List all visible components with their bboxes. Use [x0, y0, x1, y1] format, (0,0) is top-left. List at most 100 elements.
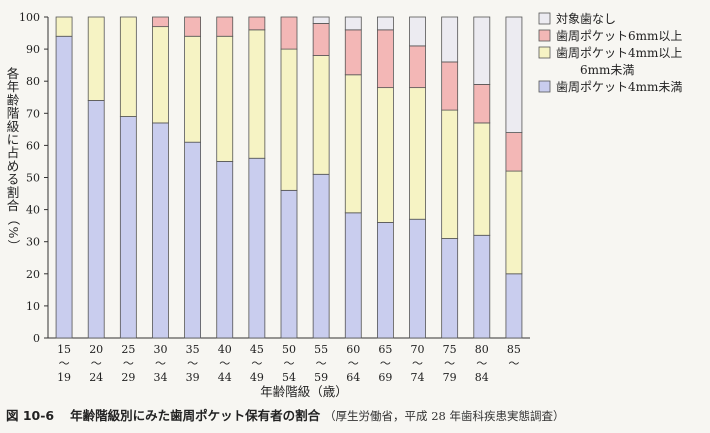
legend-label: 歯周ポケット4mm未満	[556, 80, 682, 94]
bar-segment	[441, 16, 459, 63]
bar-segment	[248, 29, 266, 159]
y-axis-label-char: （	[6, 213, 21, 226]
y-axis-label-char: 階	[7, 106, 20, 121]
y-tick-label: 0	[33, 332, 40, 345]
bar-segment	[376, 29, 394, 89]
x-tick-label: 69	[378, 371, 392, 384]
y-axis-label-char: る	[7, 172, 20, 187]
x-tick-label: 〜	[348, 357, 359, 370]
bar-segment	[409, 218, 426, 339]
y-tick-label: 50	[26, 172, 40, 185]
legend-label: 対象歯なし	[556, 12, 616, 26]
legend-swatch	[538, 46, 551, 59]
y-tick-label: 100	[19, 11, 40, 24]
bar-segment	[152, 122, 169, 339]
x-tick-label: 〜	[316, 357, 327, 370]
bar-segment	[248, 157, 266, 339]
bar-segment	[216, 16, 234, 37]
bar-segment	[184, 16, 202, 37]
bar-segment	[441, 61, 459, 111]
y-tick-label: 70	[26, 107, 40, 120]
x-tick-label: 79	[443, 371, 457, 384]
bar-segment	[216, 161, 234, 339]
y-axis-label-char: 級	[7, 119, 20, 134]
x-tick-label: 〜	[91, 357, 102, 370]
x-tick-label: 〜	[476, 357, 487, 370]
x-tick-label: 20	[89, 343, 103, 356]
bar-segment	[248, 16, 266, 31]
stacked-bar-chart: 0102030405060708090100各年齢階級に占める割合（%）15〜1…	[6, 11, 682, 399]
x-tick-label: 35	[186, 343, 200, 356]
x-tick-label: 49	[250, 371, 264, 384]
bar-segment	[280, 189, 298, 339]
x-tick-label: 〜	[251, 357, 262, 370]
legend-swatch	[538, 80, 551, 93]
legend-label: 歯周ポケット6mm以上	[556, 29, 682, 43]
bar-segment	[376, 222, 394, 339]
x-tick-label: 〜	[412, 357, 423, 370]
x-tick-label: 25	[121, 343, 135, 356]
y-tick-label: 10	[26, 300, 40, 313]
x-tick-label: 45	[250, 343, 264, 356]
bar-segment	[87, 16, 105, 101]
x-tick-label: 〜	[219, 357, 230, 370]
bar-segment	[505, 170, 523, 275]
x-tick-label: 〜	[508, 357, 519, 370]
y-axis-label-char: 割	[7, 185, 20, 200]
bar-segment	[312, 16, 330, 24]
bar-segment	[505, 132, 523, 172]
x-tick-label: 84	[475, 371, 489, 384]
x-tick-label: 65	[378, 343, 392, 356]
x-tick-label: 19	[57, 371, 71, 384]
bar-segment	[344, 74, 362, 214]
bar-segment	[376, 87, 394, 223]
figure-number: 図 10-6	[6, 408, 55, 423]
bar-segment	[152, 26, 169, 124]
bar-segment	[55, 35, 73, 339]
y-axis-label-char: 齢	[7, 92, 20, 107]
x-tick-label: 〜	[444, 357, 455, 370]
bar-segment	[119, 16, 137, 117]
x-tick-label: 54	[282, 371, 296, 384]
x-tick-label: 15	[57, 343, 71, 356]
x-tick-label: 30	[153, 343, 167, 356]
y-tick-label: 20	[26, 268, 40, 281]
bar-segment	[280, 48, 298, 191]
figure-caption: 図 10-6 年齢階級別にみた歯周ポケット保有者の割合 （厚生労働省，平成 28…	[6, 405, 706, 424]
legend-label: 歯周ポケット4mm以上	[556, 46, 682, 60]
x-tick-label: 75	[443, 343, 457, 356]
x-tick-label: 〜	[284, 357, 295, 370]
bar-segment	[184, 35, 202, 143]
x-tick-label: 34	[153, 371, 167, 384]
figure-source: （厚生労働省，平成 28 年歯科疾患実態調査）	[324, 409, 565, 423]
legend-swatch	[538, 12, 551, 25]
x-tick-label: 〜	[380, 357, 391, 370]
bar-segment	[312, 55, 330, 175]
bar-segment	[473, 234, 491, 339]
y-axis-label-char: 占	[7, 145, 20, 160]
bar-segment	[119, 116, 137, 339]
bar-segment	[409, 16, 426, 47]
x-tick-label: 80	[475, 343, 489, 356]
y-axis-label-char: %	[6, 226, 21, 238]
x-tick-label: 50	[282, 343, 296, 356]
x-tick-label: 60	[346, 343, 360, 356]
x-tick-label: 70	[411, 343, 425, 356]
x-tick-label: 44	[218, 371, 232, 384]
y-axis-label-char: に	[7, 132, 20, 147]
y-tick-label: 90	[26, 43, 40, 56]
x-tick-label: 〜	[123, 357, 134, 370]
bar-segment	[152, 16, 169, 28]
bar-segment	[473, 122, 491, 236]
bar-segment	[184, 141, 202, 339]
legend-swatch	[538, 29, 551, 42]
x-tick-label: 59	[314, 371, 328, 384]
bar-segment	[441, 238, 459, 339]
y-tick-label: 40	[26, 204, 40, 217]
x-tick-label: 〜	[59, 357, 70, 370]
bar-segment	[344, 212, 362, 339]
bar-segment	[376, 16, 394, 31]
x-tick-label: 40	[218, 343, 232, 356]
y-tick-label: 80	[26, 75, 40, 88]
